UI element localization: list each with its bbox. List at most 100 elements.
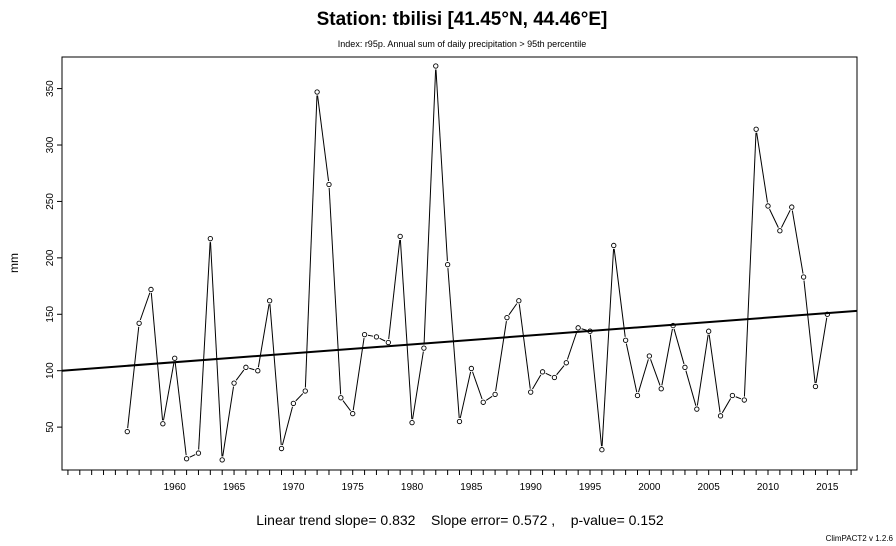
trend-layer	[61, 309, 858, 372]
series-segment	[673, 328, 685, 365]
data-point	[183, 456, 190, 462]
series-segment	[174, 361, 187, 456]
series-segment	[650, 359, 661, 386]
series-segment	[780, 209, 791, 228]
data-point	[492, 391, 498, 398]
data-point	[302, 388, 308, 394]
series-segment	[581, 328, 587, 331]
y-tick-label: 350	[45, 80, 56, 97]
series-segment	[791, 210, 804, 274]
series-segment	[601, 248, 615, 447]
series-segment	[235, 369, 245, 381]
data-point	[777, 228, 783, 234]
y-axis: 50 100 150 200 250 300 350	[45, 80, 62, 433]
series-segment	[435, 69, 448, 262]
x-tick-label: 1970	[282, 482, 305, 493]
series-segment	[625, 343, 638, 393]
y-tick-label: 300	[45, 136, 56, 153]
x-tick-label: 2015	[816, 482, 839, 493]
x-tick-label: 2010	[757, 482, 780, 493]
series-segment	[412, 351, 424, 420]
series-segment	[756, 132, 768, 203]
series-segment	[127, 326, 140, 429]
data-point	[729, 392, 736, 399]
data-point	[504, 315, 510, 321]
data-point	[136, 320, 142, 326]
series-segment	[472, 371, 483, 400]
series-segment	[139, 292, 151, 321]
y-tick-label: 250	[45, 193, 56, 210]
data-point	[397, 233, 403, 240]
x-tick-label: 1995	[579, 482, 602, 493]
data-point	[338, 395, 344, 401]
series-segment	[304, 95, 318, 388]
data-point	[634, 392, 641, 399]
data-point	[219, 457, 225, 463]
series-segment	[508, 303, 518, 316]
y-tick-label: 150	[45, 305, 56, 322]
data-point	[789, 204, 795, 210]
x-tick-label: 1975	[342, 482, 365, 493]
data-point	[800, 274, 807, 280]
x-tick-label: 1990	[520, 482, 543, 493]
data-point	[741, 397, 747, 403]
series-segment	[556, 365, 565, 376]
series-segment	[589, 334, 603, 447]
series-segment	[328, 187, 342, 395]
series-segment	[198, 242, 211, 450]
series-layer	[124, 63, 830, 463]
data-point	[195, 450, 202, 456]
series-segment	[150, 292, 164, 421]
data-point	[409, 419, 415, 426]
data-point	[646, 353, 653, 359]
data-point	[812, 383, 819, 390]
data-point	[421, 345, 427, 351]
series-segment	[317, 95, 330, 182]
series-segment	[269, 304, 282, 446]
series-segment	[532, 374, 542, 390]
data-point	[694, 406, 700, 412]
data-point	[611, 242, 617, 249]
series-segment	[388, 239, 401, 340]
series-segment	[696, 334, 709, 406]
series-segment	[162, 361, 175, 421]
y-tick-label: 200	[45, 249, 56, 266]
data-point	[599, 447, 605, 453]
data-point	[207, 236, 213, 242]
series-segment	[638, 359, 649, 393]
series-segment	[281, 406, 293, 446]
data-point	[717, 413, 724, 419]
data-point	[326, 181, 332, 188]
data-point	[231, 380, 237, 386]
plot-frame	[61, 56, 858, 471]
data-point	[551, 374, 558, 381]
y-tick-label: 50	[45, 421, 56, 433]
x-tick-label: 1985	[460, 482, 483, 493]
series-segment	[210, 242, 223, 457]
trend-line	[61, 309, 858, 372]
data-point	[361, 331, 368, 338]
data-point	[433, 63, 439, 69]
data-point	[622, 337, 629, 343]
series-segment	[222, 386, 235, 457]
series-segment	[721, 398, 732, 414]
data-point	[765, 203, 771, 209]
series-segment	[342, 400, 352, 412]
x-tick-label: 2005	[698, 482, 721, 493]
data-point	[278, 445, 285, 452]
data-point	[290, 400, 297, 407]
data-point	[706, 328, 712, 334]
series-segment	[257, 304, 270, 368]
series-segment	[661, 328, 673, 386]
x-tick-label: 1980	[401, 482, 424, 493]
data-point	[468, 365, 475, 372]
series-segment	[249, 367, 255, 371]
data-point	[480, 399, 486, 405]
data-point	[314, 89, 320, 95]
x-axis: 1960 1965 1970 1975 1980 1985 1990 1995 2000 2005…	[67, 470, 852, 493]
data-point	[243, 364, 249, 370]
data-point	[539, 369, 546, 375]
data-point	[385, 339, 391, 346]
series-segment	[423, 69, 437, 345]
